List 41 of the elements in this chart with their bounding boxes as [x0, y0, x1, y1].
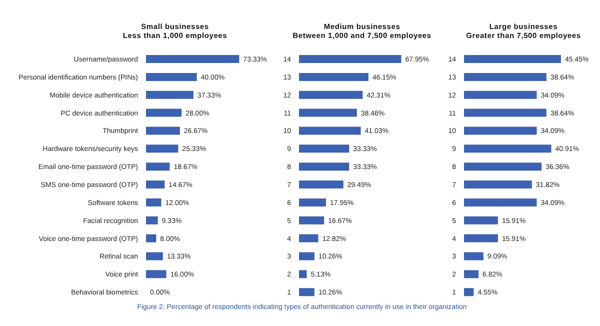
bar: [299, 90, 363, 99]
bar: [299, 288, 314, 296]
bar: [299, 108, 357, 117]
bar: [464, 90, 537, 99]
bar: [146, 72, 197, 81]
bar: [146, 162, 170, 171]
bar: [299, 144, 350, 153]
bar: [464, 72, 546, 81]
bar: [299, 72, 368, 81]
bar: [464, 144, 552, 153]
bar: [146, 180, 165, 189]
bar: [299, 270, 307, 278]
bar: [464, 180, 532, 189]
bar: [146, 216, 158, 224]
bar: [464, 216, 498, 224]
bar: [464, 288, 474, 296]
bar: [299, 216, 324, 224]
bar: [464, 108, 546, 117]
bar: [146, 108, 182, 117]
bar: [464, 55, 561, 64]
bar: [146, 55, 240, 64]
bar: [464, 162, 542, 171]
bar: [146, 252, 163, 260]
bar: [464, 198, 537, 206]
bar: [299, 198, 326, 206]
bar: [464, 234, 498, 242]
bar: [464, 126, 537, 135]
bar: [146, 126, 180, 135]
bar: [299, 180, 344, 189]
bar: [299, 234, 318, 242]
bar: [146, 270, 166, 278]
bar: [146, 90, 194, 99]
bar: [146, 234, 156, 242]
bar: [299, 126, 361, 135]
bar: [464, 252, 484, 260]
bar: [146, 144, 178, 153]
bar: [299, 252, 314, 260]
bar: [464, 270, 479, 278]
bar: [299, 162, 350, 171]
bar: [146, 198, 162, 206]
bar: [299, 55, 402, 64]
